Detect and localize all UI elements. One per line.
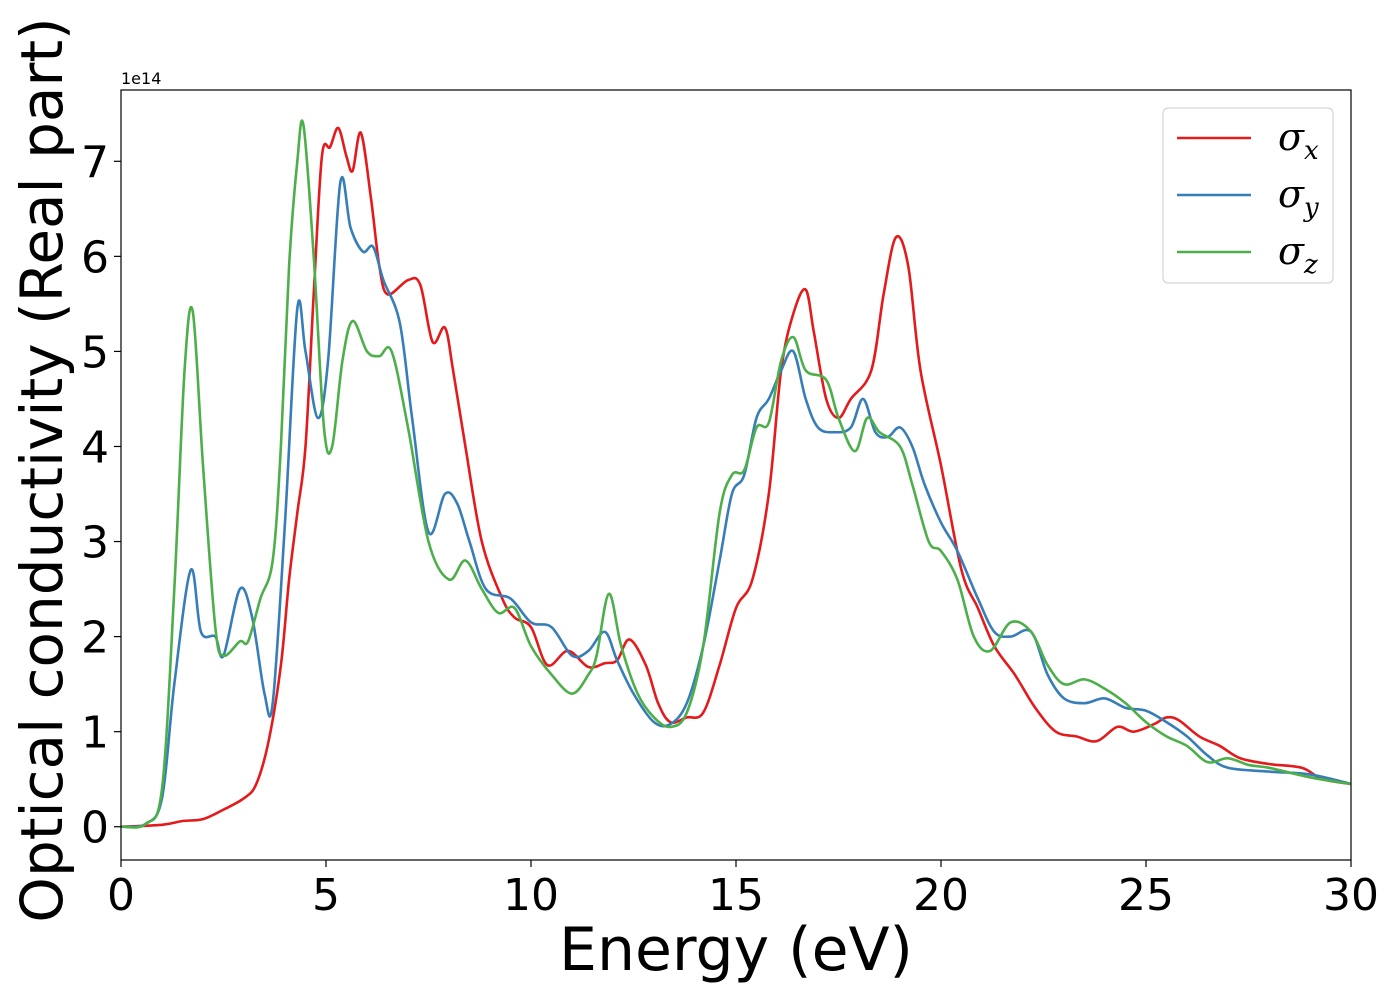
y-tick-label: 6 <box>81 232 109 283</box>
series-line-y <box>121 176 1351 829</box>
ticks-layer: 0 5 10 15 20 25 30 0 1 2 3 4 5 6 7 <box>81 137 1379 921</box>
series-line-z <box>121 119 1351 829</box>
x-tick-label: 15 <box>708 870 764 921</box>
legend-label-symbol: σ <box>1278 229 1305 273</box>
series-layer <box>121 119 1351 829</box>
y-tick-label: 2 <box>81 613 109 664</box>
y-tick-label: 1 <box>81 708 109 759</box>
legend-label-symbol: σ <box>1278 172 1305 216</box>
x-tick-label: 5 <box>312 870 340 921</box>
legend-entry-z: σz <box>1177 229 1318 280</box>
y-tick-label: 5 <box>81 327 109 378</box>
x-tick-label: 10 <box>503 870 559 921</box>
y-tick-label: 4 <box>81 422 109 473</box>
legend-entry-x: σx <box>1177 115 1319 166</box>
x-axis-label: Energy (eV) <box>559 915 913 985</box>
legend-label-subscript: x <box>1304 136 1319 166</box>
series-line-x <box>121 126 1351 829</box>
y-tick-label: 0 <box>81 803 109 854</box>
y-axis-label: Optical conductivity (Real part) <box>8 17 76 922</box>
legend-label: σy <box>1278 172 1319 223</box>
legend-label-symbol: σ <box>1278 115 1305 159</box>
axis-offset-text: 1e14 <box>121 69 161 88</box>
legend-label-subscript: y <box>1303 193 1319 223</box>
x-tick-label: 30 <box>1323 870 1379 921</box>
legend-label: σz <box>1278 229 1318 280</box>
y-tick-label: 3 <box>81 518 109 569</box>
x-tick-label: 20 <box>913 870 969 921</box>
x-tick-label: 25 <box>1118 870 1174 921</box>
legend-label-subscript: z <box>1303 250 1318 280</box>
legend-entry-y: σy <box>1177 172 1319 223</box>
legend-label: σx <box>1278 115 1319 166</box>
x-tick-label: 0 <box>107 870 135 921</box>
y-tick-label: 7 <box>81 137 109 188</box>
